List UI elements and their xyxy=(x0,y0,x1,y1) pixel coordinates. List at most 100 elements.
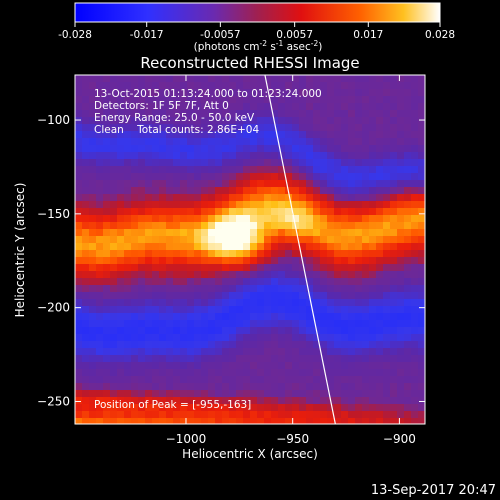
heatmap-cell xyxy=(264,292,272,300)
heatmap-cell xyxy=(131,250,139,258)
heatmap-cell xyxy=(362,222,370,230)
heatmap-cell xyxy=(215,376,223,384)
heatmap-cell xyxy=(320,187,328,195)
heatmap-cell xyxy=(103,390,111,398)
colorbar-tick-label: 0.028 xyxy=(425,29,455,41)
heatmap-cell xyxy=(278,327,286,335)
heatmap-cell xyxy=(194,222,202,230)
heatmap-cell xyxy=(96,313,104,321)
heatmap-cell xyxy=(313,411,321,419)
heatmap-cell xyxy=(110,89,118,97)
heatmap-cell xyxy=(257,208,265,216)
heatmap-cell xyxy=(215,243,223,251)
heatmap-cell xyxy=(257,418,265,424)
heatmap-cell xyxy=(264,173,272,181)
heatmap-cell xyxy=(411,362,419,370)
heatmap-cell xyxy=(180,82,188,90)
heatmap-cell xyxy=(103,383,111,391)
heatmap-cell xyxy=(110,271,118,279)
heatmap-cell xyxy=(138,96,146,104)
heatmap-cell xyxy=(82,257,90,265)
heatmap-cell xyxy=(411,243,419,251)
heatmap-cell xyxy=(243,341,251,349)
heatmap-cell xyxy=(208,222,216,230)
heatmap-cell xyxy=(243,362,251,370)
heatmap-cell xyxy=(117,75,125,83)
heatmap-cell xyxy=(180,173,188,181)
heatmap-cell xyxy=(159,397,167,405)
heatmap-cell xyxy=(250,215,258,223)
heatmap-cell xyxy=(313,201,321,209)
heatmap-cell xyxy=(278,341,286,349)
heatmap-cell xyxy=(250,404,258,412)
heatmap-cell xyxy=(180,390,188,398)
heatmap-cell xyxy=(390,222,398,230)
heatmap-cell xyxy=(194,82,202,90)
heatmap-cell xyxy=(131,215,139,223)
heatmap-cell xyxy=(152,243,160,251)
heatmap-cell xyxy=(306,145,314,153)
heatmap-cell xyxy=(327,159,335,167)
heatmap-cell xyxy=(411,75,419,83)
heatmap-cell xyxy=(285,355,293,363)
heatmap-cell xyxy=(138,215,146,223)
heatmap-cell xyxy=(180,250,188,258)
heatmap-cell xyxy=(320,89,328,97)
heatmap-cell xyxy=(138,138,146,146)
heatmap-cell xyxy=(201,138,209,146)
heatmap-cell xyxy=(271,215,279,223)
heatmap-cell xyxy=(229,152,237,160)
heatmap-cell xyxy=(138,222,146,230)
heatmap-cell xyxy=(89,173,97,181)
heatmap-cell xyxy=(103,194,111,202)
heatmap-cell xyxy=(208,75,216,83)
heatmap-cell xyxy=(222,131,230,139)
heatmap-cell xyxy=(208,334,216,342)
heatmap-cell xyxy=(96,159,104,167)
heatmap-cell xyxy=(243,75,251,83)
heatmap-cell xyxy=(82,173,90,181)
heatmap-cell xyxy=(75,208,83,216)
heatmap-cell xyxy=(271,299,279,307)
heatmap-cell xyxy=(250,159,258,167)
heatmap-cell xyxy=(145,124,153,132)
heatmap-cell xyxy=(145,173,153,181)
heatmap-cell xyxy=(264,306,272,314)
heatmap-cell xyxy=(306,89,314,97)
heatmap-cell xyxy=(341,369,349,377)
heatmap-cell xyxy=(271,131,279,139)
heatmap-cell xyxy=(306,313,314,321)
heatmap-cell xyxy=(341,383,349,391)
heatmap-cell xyxy=(278,180,286,188)
heatmap-cell xyxy=(145,166,153,174)
heatmap-cell xyxy=(75,201,83,209)
heatmap-cell xyxy=(243,313,251,321)
heatmap-cell xyxy=(278,82,286,90)
heatmap-cell xyxy=(334,229,342,237)
heatmap-cell xyxy=(264,236,272,244)
heatmap-cell xyxy=(194,201,202,209)
heatmap-cell xyxy=(348,397,356,405)
heatmap-cell xyxy=(117,271,125,279)
heatmap-cell xyxy=(82,411,90,419)
heatmap-cell xyxy=(355,278,363,286)
heatmap-cells xyxy=(75,75,425,424)
heatmap-cell xyxy=(320,411,328,419)
heatmap-cell xyxy=(341,327,349,335)
heatmap-cell xyxy=(250,250,258,258)
heatmap-cell xyxy=(341,222,349,230)
heatmap-cell xyxy=(320,397,328,405)
heatmap-cell xyxy=(82,131,90,139)
heatmap-cell xyxy=(124,257,132,265)
heatmap-cell xyxy=(285,404,293,412)
heatmap-cell xyxy=(257,334,265,342)
heatmap-cell xyxy=(243,215,251,223)
heatmap-cell xyxy=(145,250,153,258)
heatmap-cell xyxy=(404,348,412,356)
heatmap-cell xyxy=(201,313,209,321)
heatmap-cell xyxy=(278,257,286,265)
heatmap-cell xyxy=(299,292,307,300)
heatmap-cell xyxy=(215,124,223,132)
heatmap-cell xyxy=(201,369,209,377)
heatmap-cell xyxy=(334,383,342,391)
